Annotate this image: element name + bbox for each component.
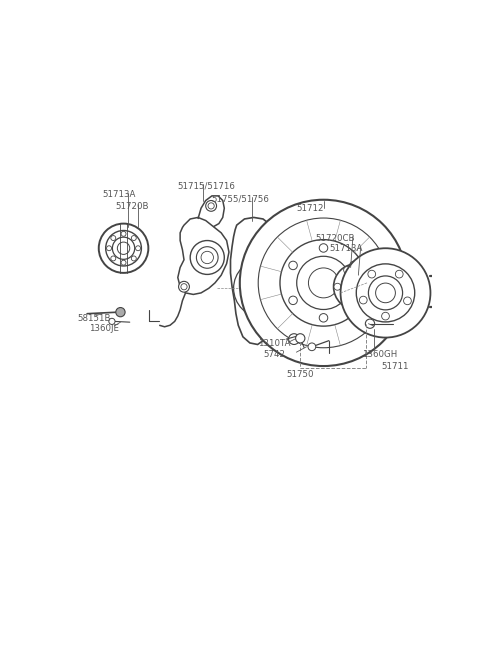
Circle shape bbox=[107, 246, 111, 251]
Circle shape bbox=[350, 296, 358, 305]
Circle shape bbox=[404, 297, 411, 305]
Text: 51712: 51712 bbox=[296, 204, 324, 213]
Circle shape bbox=[190, 240, 224, 275]
Circle shape bbox=[368, 270, 376, 278]
Text: 51711: 51711 bbox=[382, 362, 409, 371]
Circle shape bbox=[289, 296, 297, 305]
Circle shape bbox=[99, 223, 148, 273]
Circle shape bbox=[121, 231, 126, 237]
Circle shape bbox=[121, 260, 126, 265]
Text: 51755/51756: 51755/51756 bbox=[211, 194, 269, 203]
Circle shape bbox=[382, 312, 389, 320]
Circle shape bbox=[363, 300, 370, 307]
Circle shape bbox=[344, 300, 350, 307]
Circle shape bbox=[297, 256, 350, 309]
Circle shape bbox=[369, 276, 403, 310]
Text: 51720CB: 51720CB bbox=[316, 235, 355, 243]
Circle shape bbox=[179, 281, 190, 292]
Circle shape bbox=[296, 334, 305, 343]
Circle shape bbox=[280, 240, 367, 326]
Text: 58151B: 58151B bbox=[77, 313, 110, 323]
Circle shape bbox=[396, 270, 403, 278]
Text: 51713A: 51713A bbox=[103, 191, 136, 200]
Circle shape bbox=[206, 200, 216, 212]
Circle shape bbox=[365, 319, 375, 328]
Text: 51713A: 51713A bbox=[330, 244, 363, 254]
Circle shape bbox=[111, 256, 116, 261]
Circle shape bbox=[344, 267, 350, 273]
Circle shape bbox=[350, 261, 358, 269]
Circle shape bbox=[356, 264, 415, 322]
Circle shape bbox=[132, 236, 136, 240]
Text: 1360JE: 1360JE bbox=[89, 324, 119, 332]
Text: 1360GH: 1360GH bbox=[362, 350, 397, 359]
Circle shape bbox=[319, 244, 328, 252]
Circle shape bbox=[116, 307, 125, 317]
Circle shape bbox=[372, 283, 380, 290]
Circle shape bbox=[363, 267, 370, 273]
Circle shape bbox=[475, 304, 480, 310]
Circle shape bbox=[132, 256, 136, 261]
Text: 1310TA: 1310TA bbox=[258, 339, 290, 348]
Circle shape bbox=[459, 271, 470, 281]
Text: 5742: 5742 bbox=[263, 350, 285, 359]
Text: 51715/51716: 51715/51716 bbox=[178, 181, 236, 191]
Circle shape bbox=[111, 236, 116, 240]
Circle shape bbox=[340, 248, 431, 338]
Circle shape bbox=[334, 283, 341, 290]
Circle shape bbox=[135, 246, 141, 251]
Circle shape bbox=[334, 263, 380, 310]
Circle shape bbox=[475, 273, 480, 279]
Text: 51750: 51750 bbox=[286, 370, 314, 379]
Circle shape bbox=[288, 334, 300, 344]
Circle shape bbox=[308, 343, 316, 351]
Bar bbox=[254, 277, 272, 294]
Text: 51720B: 51720B bbox=[116, 202, 149, 211]
Circle shape bbox=[459, 302, 470, 312]
Circle shape bbox=[360, 296, 367, 304]
Circle shape bbox=[289, 261, 297, 269]
Circle shape bbox=[109, 318, 115, 325]
Circle shape bbox=[240, 200, 407, 366]
Circle shape bbox=[319, 313, 328, 322]
